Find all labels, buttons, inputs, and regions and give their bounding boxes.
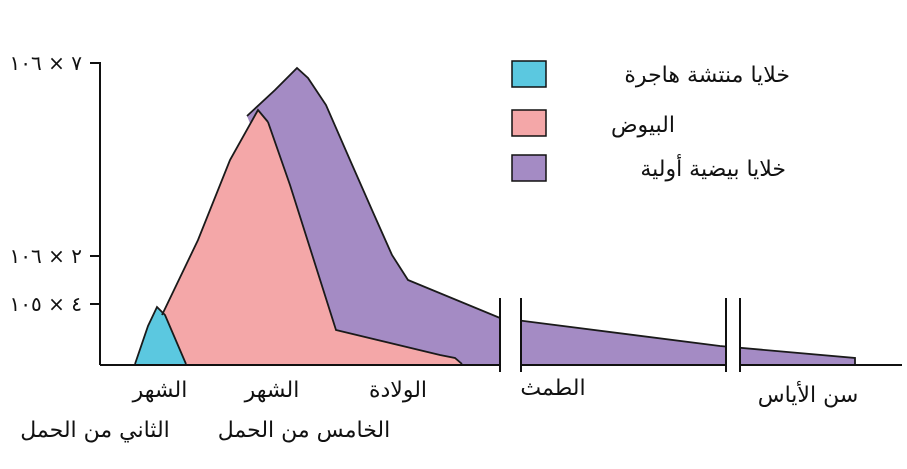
y-tick-label: ٢ × ١٠٦ (10, 244, 82, 268)
legend-label: البيوض (611, 113, 675, 138)
outline-primary-oocytes (246, 66, 856, 364)
legend-swatch (511, 60, 547, 88)
legend-swatch (511, 154, 547, 182)
x-tick-label: سن الأياس (758, 381, 859, 408)
y-tick-label: ٤ × ١٠٥ (10, 292, 82, 316)
legend: خلايا منتشة هاجرة البيوض خلايا بيضية أول… (511, 60, 790, 182)
legend-label: خلايا منتشة هاجرة (624, 63, 790, 88)
series-area-primary-oocytes (247, 68, 855, 364)
x-tick-label: الولادة (369, 378, 427, 403)
plot-area (135, 68, 855, 364)
axes (90, 62, 902, 366)
x-tick-labels: الشهر الثاني من الحمل الشهر الخامس من ال… (20, 376, 858, 443)
axis-breaks (499, 296, 741, 372)
y-tick-labels: ٧ × ١٠٦ ٢ × ١٠٦ ٤ × ١٠٥ (10, 51, 83, 316)
outline-oocytes-lower (267, 121, 463, 365)
series-area-oocytes (162, 110, 462, 364)
x-tick-label: الشهر (132, 378, 188, 403)
x-tick-label: الخامس من الحمل (218, 418, 390, 443)
x-tick-label: الشهر (244, 378, 300, 403)
axis-break-gap-2 (727, 296, 739, 372)
axis-break-gap-1 (501, 296, 520, 372)
legend-label: خلايا بيضية أولية (640, 154, 786, 182)
outline-migrating-germ-cells (134, 305, 187, 365)
outline-oocytes-upper (161, 108, 269, 316)
y-tick-label: ٧ × ١٠٦ (10, 51, 83, 75)
x-tick-label: الطمث (520, 376, 585, 401)
legend-swatch (511, 109, 547, 137)
series-area-migrating-germ-cells (135, 307, 186, 364)
series-outlines (134, 66, 856, 365)
x-tick-label: الثاني من الحمل (20, 418, 170, 443)
